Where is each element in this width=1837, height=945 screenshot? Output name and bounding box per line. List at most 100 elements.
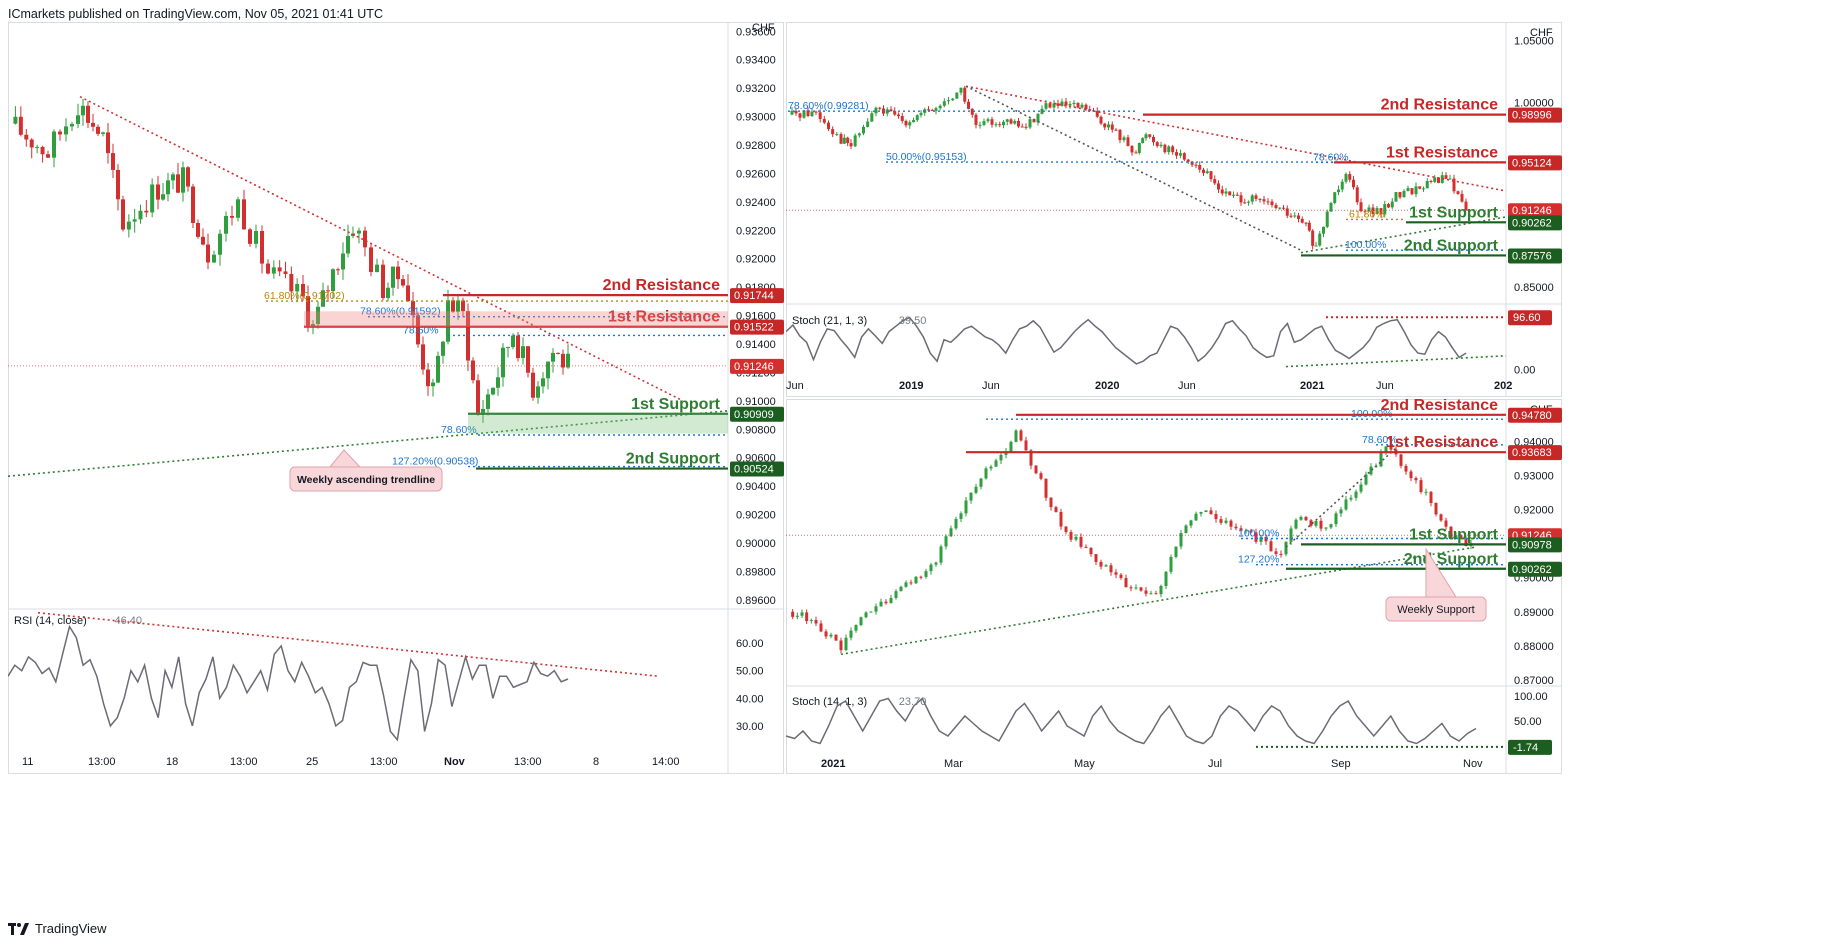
candle-body	[521, 346, 525, 359]
candle-body	[1167, 146, 1171, 153]
candle-body	[126, 221, 131, 230]
price-tick-label: 0.93000	[1514, 470, 1554, 482]
candle-body	[295, 283, 300, 292]
candle-body	[1425, 180, 1429, 189]
candle-body	[1448, 178, 1452, 180]
time-tick-label: 8	[593, 756, 599, 768]
candle-body	[798, 113, 802, 118]
candle-body	[196, 222, 200, 237]
candle-body	[486, 394, 490, 409]
candle-body	[150, 184, 155, 213]
level-label: 1st Support	[1409, 526, 1499, 543]
candle-body	[839, 640, 843, 651]
candle-body	[248, 229, 252, 244]
candle-body	[870, 113, 874, 122]
candle-body	[1437, 177, 1440, 183]
candle-body	[1243, 202, 1247, 204]
candle-body	[938, 105, 942, 109]
time-tick-label: Nov	[444, 756, 466, 768]
candle-body	[806, 110, 810, 116]
level-price-tag-text: 0.98996	[1512, 110, 1552, 122]
candle-body	[1039, 473, 1043, 479]
candle-body	[186, 167, 190, 187]
candle-body	[1293, 215, 1297, 217]
candle-body	[156, 184, 160, 200]
level-price-tag	[730, 319, 784, 335]
candle-body	[1269, 541, 1273, 552]
candle-body	[919, 112, 923, 116]
callout-box	[289, 466, 443, 492]
candle-body	[1344, 499, 1348, 510]
candle-body	[321, 290, 325, 307]
candle-body	[446, 300, 450, 342]
candle-body	[853, 135, 857, 147]
candle-body	[1152, 136, 1155, 143]
candle-body	[874, 606, 878, 612]
candle-body	[1259, 537, 1263, 542]
indicator-line	[786, 697, 1477, 745]
price-tick-label: 0.91000	[736, 396, 776, 408]
candle-body	[476, 380, 480, 415]
level-price-tag	[1508, 215, 1562, 231]
candle-body	[260, 231, 264, 264]
candle-body	[1258, 198, 1262, 200]
indicator-tag	[1508, 310, 1552, 326]
candle-body	[101, 132, 105, 134]
time-tick-label: 13:00	[370, 756, 398, 768]
candle-body	[1379, 451, 1383, 467]
candle-body	[1122, 137, 1126, 141]
trendline	[965, 85, 1507, 192]
candle-body	[1304, 222, 1308, 224]
indicator-line	[786, 316, 1467, 365]
candle-body	[859, 617, 863, 626]
candle-body	[1198, 164, 1202, 170]
current-price-tag	[730, 358, 784, 374]
price-tick-label: 0.93600	[736, 26, 776, 38]
candle-body	[369, 247, 373, 273]
time-tick-label: 11	[22, 756, 33, 768]
panel-frame	[8, 22, 784, 774]
candle-body	[1004, 451, 1008, 455]
candle-body	[924, 571, 928, 577]
candle-body	[1137, 143, 1141, 153]
candle-body	[1079, 536, 1083, 547]
candle-body	[1072, 102, 1076, 105]
candle-body	[1118, 129, 1122, 141]
candle-body	[844, 637, 848, 651]
candle-body	[18, 116, 23, 135]
candle-body	[1285, 208, 1289, 216]
candle-body	[1005, 119, 1009, 122]
candle-body	[76, 115, 80, 124]
candle-body	[1009, 119, 1013, 124]
candle-body	[1056, 103, 1060, 106]
candle-body	[874, 107, 878, 114]
candle-body	[1019, 430, 1023, 441]
candle-body	[271, 267, 276, 274]
fib-label: 127.20%	[1238, 554, 1279, 566]
candle-body	[1217, 183, 1220, 190]
level-label: 1st Resistance	[1386, 144, 1498, 161]
candle-body	[536, 386, 540, 398]
candle-body	[461, 300, 465, 312]
level-label: 1st Support	[1409, 204, 1499, 221]
candle-body	[1384, 446, 1388, 452]
candle-body	[326, 290, 330, 292]
candle-body	[1406, 188, 1410, 191]
candle-body	[406, 285, 410, 302]
indicator-line	[8, 624, 569, 742]
indicator-tick-label: 0.00	[1514, 364, 1535, 376]
candle-body	[206, 244, 210, 263]
candle-body	[421, 344, 425, 370]
candle-body	[1134, 587, 1138, 589]
level-label: 2nd Resistance	[1381, 97, 1498, 114]
candle-body	[1139, 587, 1143, 591]
time-tick-label: 2020	[1095, 380, 1119, 392]
indicator-trendline	[37, 611, 659, 678]
candle-body	[64, 126, 68, 135]
trendline	[965, 85, 1302, 251]
candle-body	[982, 121, 986, 125]
candle-body	[919, 576, 923, 578]
candle-body	[1040, 108, 1044, 114]
candle-body	[929, 564, 933, 572]
candle-body	[1020, 126, 1024, 128]
